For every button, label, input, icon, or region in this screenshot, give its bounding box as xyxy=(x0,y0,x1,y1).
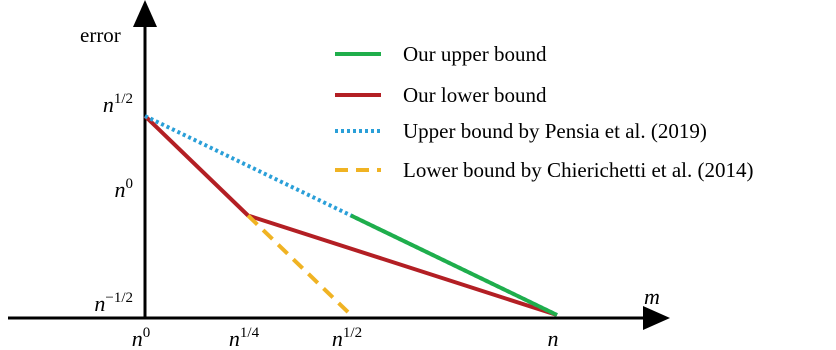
legend-label-upper: Our upper bound xyxy=(403,42,547,66)
x-tick-label: n1/4 xyxy=(229,325,260,350)
tick-layer: n0 n1/4 n1/2 n n1/2 n0 n−1/2 xyxy=(94,91,558,350)
y-tick-label: n0 xyxy=(115,176,134,202)
legend: Our upper bound Our lower bound Upper bo… xyxy=(335,42,754,182)
x-axis-label: m xyxy=(644,284,660,309)
legend-label-chierichetti: Lower bound by Chierichetti et al. (2014… xyxy=(403,158,754,182)
series-line-upper xyxy=(350,213,558,317)
legend-label-lower: Our lower bound xyxy=(403,83,547,107)
legend-label-pensia: Upper bound by Pensia et al. (2019) xyxy=(403,119,707,143)
x-tick-label: n0 xyxy=(132,325,151,350)
series-layer xyxy=(143,114,558,317)
series-line-chierichetti xyxy=(246,214,353,317)
y-tick-label: n−1/2 xyxy=(94,290,133,316)
x-tick-label: n xyxy=(548,326,559,350)
y-tick-label: n1/2 xyxy=(103,91,133,117)
y-axis-label: error xyxy=(80,23,121,47)
x-tick-label: n1/2 xyxy=(332,325,362,350)
